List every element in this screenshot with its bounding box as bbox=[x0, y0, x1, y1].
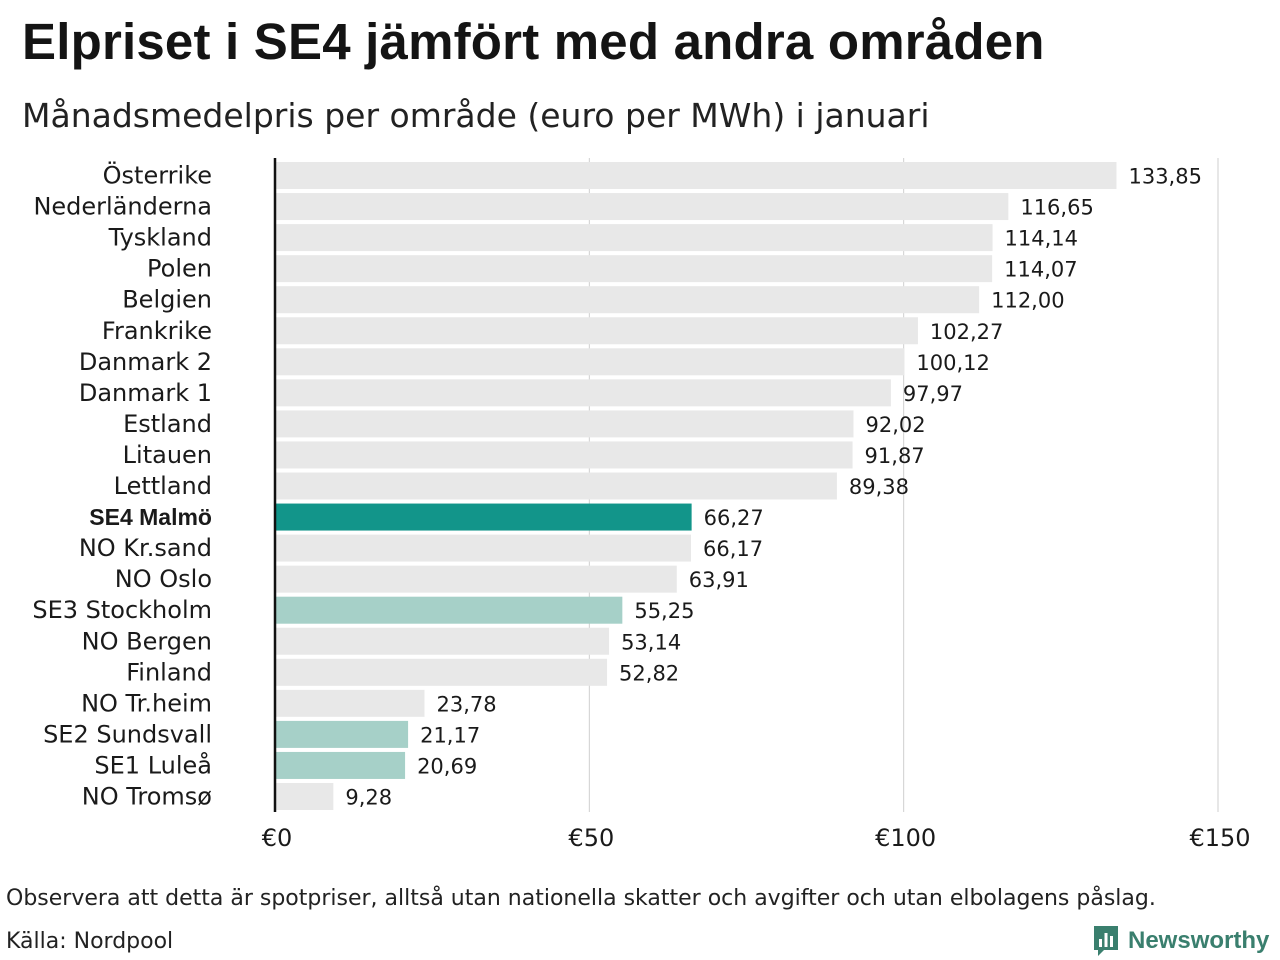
value-label: 21,17 bbox=[420, 723, 480, 747]
bar bbox=[276, 627, 610, 655]
value-label: 63,91 bbox=[689, 568, 749, 592]
category-label: SE3 Stockholm bbox=[32, 596, 212, 624]
category-label: NO Tr.heim bbox=[81, 689, 212, 717]
x-tick-label: €0 bbox=[262, 824, 293, 852]
category-label: SE2 Sundsvall bbox=[43, 720, 212, 748]
bar bbox=[276, 720, 409, 748]
value-label: 116,65 bbox=[1020, 196, 1093, 220]
value-label: 89,38 bbox=[849, 475, 909, 499]
bar bbox=[276, 224, 993, 252]
bar-chart: Österrike 133,85 Nederländerna 116,65 Tyskla… bbox=[32, 158, 1251, 852]
value-label: 66,17 bbox=[703, 537, 763, 561]
newsworthy-logo-icon bbox=[1094, 926, 1118, 956]
category-label: SE4 Malmö bbox=[89, 504, 212, 530]
category-label: Estland bbox=[123, 410, 212, 438]
bar bbox=[276, 162, 1117, 189]
bar bbox=[276, 472, 837, 500]
value-label: 112,00 bbox=[991, 289, 1064, 313]
category-label: NO Bergen bbox=[82, 627, 212, 655]
category-label: NO Tromsø bbox=[82, 783, 212, 811]
category-label: NO Oslo bbox=[115, 565, 212, 593]
category-label: Frankrike bbox=[102, 317, 212, 345]
category-label: Lettland bbox=[114, 472, 212, 500]
bar bbox=[276, 410, 854, 438]
bar bbox=[276, 689, 425, 717]
value-label: 91,87 bbox=[865, 444, 925, 468]
value-label: 66,27 bbox=[704, 506, 764, 530]
bar bbox=[276, 255, 993, 283]
value-label: 114,07 bbox=[1004, 258, 1077, 282]
value-label: 133,85 bbox=[1128, 165, 1201, 189]
bar bbox=[276, 565, 677, 593]
bar bbox=[276, 751, 406, 779]
footnote: Observera att detta är spotpriser, allts… bbox=[6, 886, 1156, 911]
bar bbox=[276, 596, 623, 624]
chart-title: Elpriset i SE4 jämfört med andra områden bbox=[22, 13, 1045, 70]
value-label: 114,14 bbox=[1005, 227, 1078, 251]
value-label: 23,78 bbox=[436, 692, 496, 716]
chart-subtitle: Månadsmedelpris per område (euro per MWh… bbox=[22, 96, 930, 135]
x-tick-label: €150 bbox=[1189, 824, 1250, 852]
bar bbox=[276, 534, 691, 562]
value-label: 100,12 bbox=[916, 351, 989, 375]
value-label: 9,28 bbox=[345, 786, 392, 810]
bar bbox=[276, 503, 692, 531]
category-label: Danmark 1 bbox=[79, 379, 212, 407]
brand-logo: Newsworthy bbox=[1092, 924, 1269, 958]
category-label: Belgien bbox=[122, 286, 212, 314]
category-label: Polen bbox=[147, 255, 212, 283]
x-tick-label: €50 bbox=[568, 824, 614, 852]
value-label: 20,69 bbox=[417, 754, 477, 778]
category-label: Nederländerna bbox=[33, 193, 212, 221]
value-label: 92,02 bbox=[865, 413, 925, 437]
bar bbox=[276, 783, 334, 810]
category-label: NO Kr.sand bbox=[79, 534, 212, 562]
x-tick-label: €100 bbox=[875, 824, 936, 852]
category-label: Litauen bbox=[123, 441, 212, 469]
value-label: 102,27 bbox=[930, 320, 1003, 344]
category-label: Tyskland bbox=[108, 224, 212, 252]
bar bbox=[276, 441, 853, 469]
category-label: Österrike bbox=[103, 161, 212, 190]
value-label: 52,82 bbox=[619, 661, 679, 685]
category-label: Danmark 2 bbox=[79, 348, 212, 376]
bar bbox=[276, 193, 1009, 221]
source-note: Källa: Nordpool bbox=[6, 929, 174, 954]
brand-name: Newsworthy bbox=[1128, 927, 1270, 954]
value-label: 53,14 bbox=[621, 630, 681, 654]
category-label: Finland bbox=[126, 658, 212, 686]
value-label: 55,25 bbox=[634, 599, 694, 623]
category-label: SE1 Luleå bbox=[94, 750, 212, 779]
value-label: 97,97 bbox=[903, 382, 963, 406]
bar bbox=[276, 348, 905, 376]
bar bbox=[276, 379, 891, 407]
bar bbox=[276, 658, 608, 686]
bar bbox=[276, 317, 918, 345]
bar bbox=[276, 286, 980, 314]
